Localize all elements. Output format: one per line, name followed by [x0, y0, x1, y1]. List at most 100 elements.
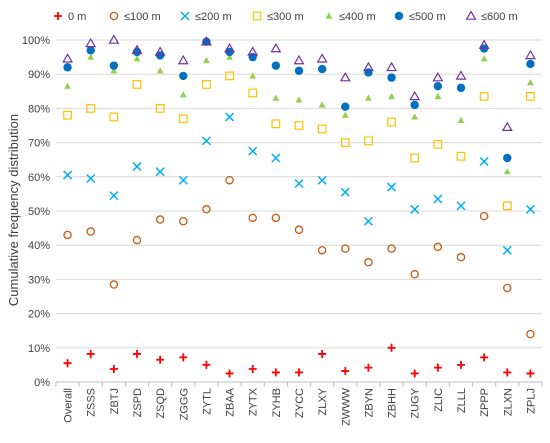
- point-triangle: [295, 96, 303, 103]
- point-circle: [364, 68, 373, 77]
- point-circle: [433, 81, 443, 91]
- x-tick-label: Overall: [63, 388, 75, 423]
- point-triangle-open: [270, 42, 282, 53]
- point-triangle-open: [478, 39, 490, 49]
- point-circle-open: [63, 230, 72, 240]
- point-triangle: [133, 55, 141, 62]
- point-circle: [294, 66, 304, 75]
- legend: 0 m ≤100 m ≤200 m ≤300 m ≤400 m ≤500 m ≤600 m: [54, 10, 518, 23]
- point-circle-open: [387, 244, 396, 253]
- x-tick-label: ZSPD: [132, 388, 144, 417]
- legend-label: 0 m: [68, 11, 86, 23]
- point-circle: [63, 63, 72, 72]
- point-circle: [456, 83, 466, 93]
- point-triangle: [365, 94, 372, 101]
- x-tick-label: ZBAA: [225, 387, 237, 416]
- point-circle: [271, 61, 281, 70]
- point-x: [225, 112, 235, 122]
- point-plus: [202, 360, 211, 369]
- point-square-open: [479, 92, 489, 101]
- point-circle-open: [410, 270, 419, 279]
- legend-marker: [109, 11, 119, 21]
- point-circle: [526, 59, 535, 69]
- point-plus: [387, 343, 396, 352]
- point-triangle-open: [177, 54, 189, 65]
- point-triangle-open: [247, 46, 259, 56]
- point-square-open: [340, 138, 350, 148]
- x-tick-label: ZBTJ: [109, 388, 121, 414]
- point-plus: [179, 353, 188, 362]
- point-x: [456, 201, 466, 211]
- y-tick-label: 40%: [28, 240, 50, 252]
- point-triangle-open: [154, 46, 166, 56]
- legend-item: ≤100 m: [109, 11, 161, 23]
- point-square-open: [364, 136, 373, 146]
- point-triangle-open: [455, 70, 467, 80]
- x-tick-label: ZWWW: [340, 387, 352, 425]
- point-circle: [109, 61, 119, 70]
- legend-item: ≤200 m: [180, 11, 232, 23]
- point-triangle: [527, 79, 534, 86]
- y-tick-label: 10%: [28, 343, 50, 355]
- point-plus: [410, 369, 419, 378]
- y-tick-label: 60%: [28, 172, 50, 184]
- point-square-open: [225, 71, 234, 81]
- point-x: [363, 216, 373, 226]
- point-square-open: [109, 112, 119, 122]
- x-tick-label: ZSSS: [86, 388, 98, 417]
- point-circle-open: [364, 258, 373, 267]
- point-circle: [248, 52, 257, 62]
- point-triangle: [503, 168, 511, 175]
- y-axis-title: Cumulative frequency distribution: [6, 114, 21, 306]
- point-x: [178, 175, 188, 185]
- point-circle-open: [456, 252, 466, 262]
- legend-item: 0 m: [54, 11, 86, 23]
- point-triangle-open: [85, 37, 97, 48]
- point-triangle: [272, 94, 280, 101]
- legend-item: ≤400 m: [325, 11, 376, 23]
- point-circle-open: [433, 242, 443, 252]
- point-x: [109, 191, 119, 201]
- point-plus: [86, 349, 95, 358]
- x-tick-label: ZGGG: [178, 388, 190, 420]
- legend-item: ≤500 m: [394, 11, 446, 23]
- point-x: [340, 187, 350, 197]
- point-triangle: [388, 92, 395, 100]
- legend-marker: [465, 10, 477, 20]
- y-axis-ticks: 0% 10% 20% 30% 40% 50% 60% 70% 80% 90% 100%: [22, 35, 50, 389]
- point-plus: [457, 360, 465, 369]
- point-triangle-open: [339, 72, 351, 82]
- legend-marker: [54, 12, 62, 20]
- point-triangle: [87, 53, 95, 60]
- point-square-open: [294, 121, 304, 130]
- point-triangle-open: [362, 61, 374, 72]
- point-circle-open: [503, 283, 512, 293]
- y-tick-label: 80%: [28, 103, 50, 115]
- point-x: [525, 204, 535, 214]
- point-circle: [387, 73, 396, 82]
- point-circle: [86, 46, 95, 55]
- legend-label: ≤100 m: [124, 11, 161, 23]
- x-tick-label: ZYCC: [294, 388, 306, 418]
- point-circle-open: [132, 235, 142, 245]
- point-circle-open: [155, 215, 165, 224]
- point-x: [502, 245, 512, 255]
- point-x: [155, 167, 165, 177]
- data-points: [62, 34, 536, 378]
- x-tick-label: ZPPP: [479, 388, 491, 417]
- legend-marker: [394, 11, 404, 21]
- legend-marker: [180, 11, 190, 21]
- point-triangle-open: [316, 53, 328, 63]
- y-tick-label: 70%: [28, 138, 50, 150]
- x-tick-label: ZBHH: [387, 388, 399, 418]
- x-tick-label: ZUGY: [410, 387, 422, 418]
- point-x: [248, 146, 258, 156]
- point-x: [479, 156, 489, 166]
- x-tick-label: ZYHB: [271, 388, 283, 417]
- point-circle: [410, 100, 419, 110]
- point-square-open: [387, 117, 396, 127]
- point-triangle-open: [293, 54, 305, 65]
- point-plus: [503, 368, 512, 377]
- x-tick-label: ZYTL: [201, 388, 213, 415]
